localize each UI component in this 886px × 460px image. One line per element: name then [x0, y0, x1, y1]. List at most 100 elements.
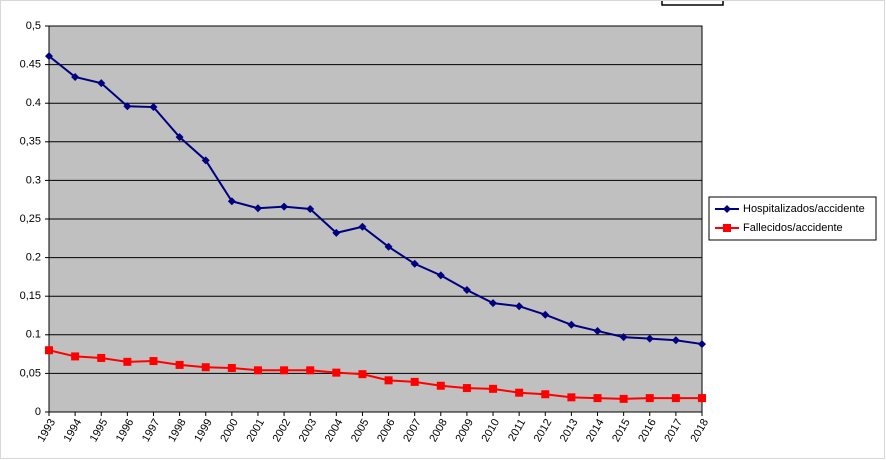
x-tick-label: 1995 [88, 417, 111, 444]
point-marker [619, 394, 628, 403]
series-line [48, 55, 703, 346]
x-tick-label: 2016 [636, 417, 659, 444]
x-tick-label: 2002 [271, 417, 294, 444]
point-marker [698, 340, 706, 349]
y-tick-label: 0.4 [26, 97, 41, 109]
point-marker [45, 346, 53, 355]
point-marker [410, 259, 419, 268]
point-marker [71, 72, 80, 81]
x-tick-label: 1998 [166, 417, 189, 444]
point-marker [410, 377, 419, 386]
point-marker [593, 326, 602, 335]
y-tick-label: 0.45 [20, 59, 41, 71]
legend-marker [723, 205, 731, 213]
point-marker [384, 376, 393, 385]
x-tick-label: 2015 [610, 417, 633, 444]
x-tick-label: 2011 [506, 417, 528, 443]
x-tick-label: 2009 [453, 417, 476, 444]
point-marker [619, 333, 628, 342]
point-marker [358, 370, 367, 379]
y-tick-label: 0,5 [26, 20, 41, 32]
x-tick-label: 2005 [349, 417, 372, 444]
x-tick-label: 2006 [375, 417, 398, 444]
point-marker [384, 242, 393, 251]
point-marker [515, 388, 524, 397]
point-marker [698, 394, 706, 403]
point-marker [123, 357, 132, 366]
x-tick-label: 1994 [62, 417, 85, 444]
x-tick-label: 2017 [662, 417, 685, 444]
x-tick-label: 2010 [480, 417, 503, 444]
y-tick-label: 0,25 [20, 213, 41, 225]
point-marker [671, 394, 680, 403]
y-tick-label: 0,35 [20, 136, 41, 148]
x-tick-label: 2008 [427, 417, 450, 444]
x-tick-label: 1993 [35, 417, 58, 444]
y-tick-label: 0,15 [20, 290, 41, 302]
point-marker [253, 366, 262, 375]
point-marker [593, 394, 602, 403]
point-marker [227, 197, 236, 206]
x-tick-label: 2018 [688, 417, 711, 444]
series-line [48, 349, 702, 400]
cell-cursor [661, 0, 724, 6]
y-tick-label: 0.2 [26, 252, 41, 264]
point-marker [567, 320, 576, 329]
point-marker [332, 368, 341, 377]
point-marker [358, 222, 367, 231]
x-tick-label: 2004 [323, 417, 346, 444]
point-marker [436, 381, 445, 390]
point-marker [671, 336, 680, 345]
x-tick-label: 1997 [140, 417, 163, 444]
x-tick-label: 2000 [218, 417, 241, 444]
point-marker [462, 384, 471, 393]
point-marker [253, 204, 262, 213]
point-marker [71, 352, 80, 361]
point-marker [306, 204, 315, 213]
point-marker [332, 228, 341, 237]
point-marker [97, 79, 106, 88]
legend-label: Fallecidos/accidente [743, 222, 843, 234]
x-tick-label: 2013 [558, 417, 581, 444]
point-marker [201, 363, 210, 372]
point-marker [280, 366, 289, 375]
y-tick-label: 0.1 [26, 329, 41, 341]
point-marker [175, 133, 184, 142]
point-marker [123, 102, 132, 111]
x-tick-label: 2012 [532, 417, 555, 444]
point-marker [489, 299, 498, 308]
x-tick-label: 2001 [244, 417, 267, 444]
y-tick-label: 0 [35, 406, 41, 418]
legend-box [708, 196, 877, 241]
point-marker [462, 286, 471, 295]
point-marker [149, 357, 158, 366]
legend-marker [723, 224, 731, 232]
y-tick-label: 0,05 [20, 367, 41, 379]
point-marker [280, 202, 289, 211]
point-marker [45, 52, 53, 61]
x-tick-label: 1999 [192, 417, 215, 444]
point-marker [645, 394, 654, 403]
point-marker [201, 156, 210, 165]
x-tick-label: 2003 [297, 417, 320, 444]
point-marker [541, 390, 550, 399]
point-marker [175, 360, 184, 369]
point-marker [541, 310, 550, 319]
point-marker [567, 393, 576, 402]
y-tick-label: 0.3 [26, 174, 41, 186]
point-marker [149, 103, 158, 112]
point-marker [515, 302, 524, 311]
x-tick-label: 2014 [584, 417, 607, 444]
point-marker [306, 366, 315, 375]
point-marker [489, 384, 498, 393]
point-marker [436, 271, 445, 280]
point-marker [645, 334, 654, 343]
x-tick-label: 1996 [114, 417, 137, 444]
x-tick-label: 2007 [401, 417, 424, 444]
point-marker [227, 363, 236, 372]
legend-label: Hospitalizados/accidente [743, 203, 865, 215]
point-marker [97, 353, 106, 362]
